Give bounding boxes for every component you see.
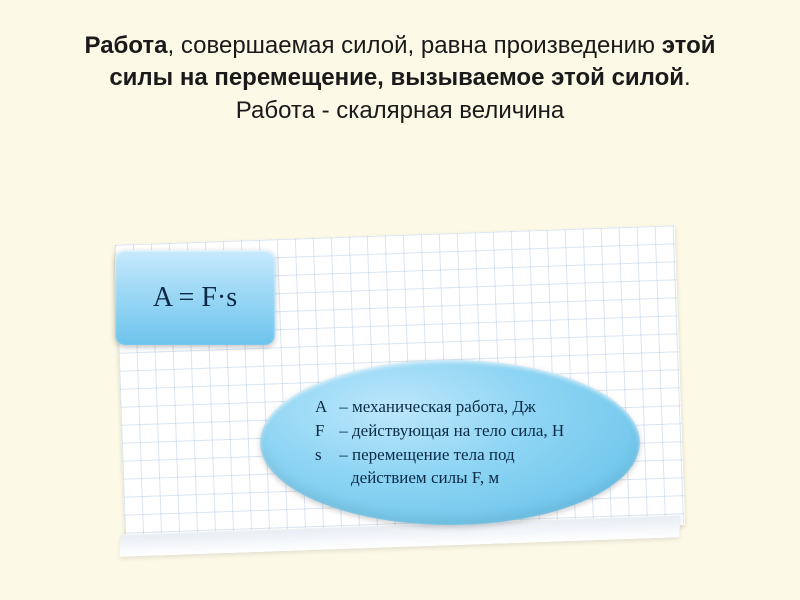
legend-sym-a: A <box>315 395 335 419</box>
legend-row-s2: действием силы F, м <box>315 466 499 490</box>
formula-box: A = F·s <box>115 250 275 345</box>
legend-ellipse: A – механическая работа, Дж F – действую… <box>260 360 640 525</box>
legend-row-f: F – действующая на тело сила, Н <box>315 419 564 443</box>
legend-text-s2: действием силы F, м <box>351 468 499 487</box>
legend-sym-s: s <box>315 443 335 467</box>
legend-row-a: A – механическая работа, Дж <box>315 395 536 419</box>
legend-text-f: – действующая на тело сила, Н <box>339 421 564 440</box>
legend-text-a: – механическая работа, Дж <box>339 397 536 416</box>
legend-row-s1: s – перемещение тела под <box>315 443 515 467</box>
legend-sym-f: F <box>315 419 335 443</box>
heading-seg2: , совершаемая силой, равна произведению <box>168 32 662 59</box>
legend-text-s1: – перемещение тела под <box>339 445 514 464</box>
heading-paragraph: Работа, совершаемая силой, равна произве… <box>0 0 800 137</box>
heading-seg1: Работа <box>85 32 168 59</box>
formula-text: A = F·s <box>153 282 237 314</box>
